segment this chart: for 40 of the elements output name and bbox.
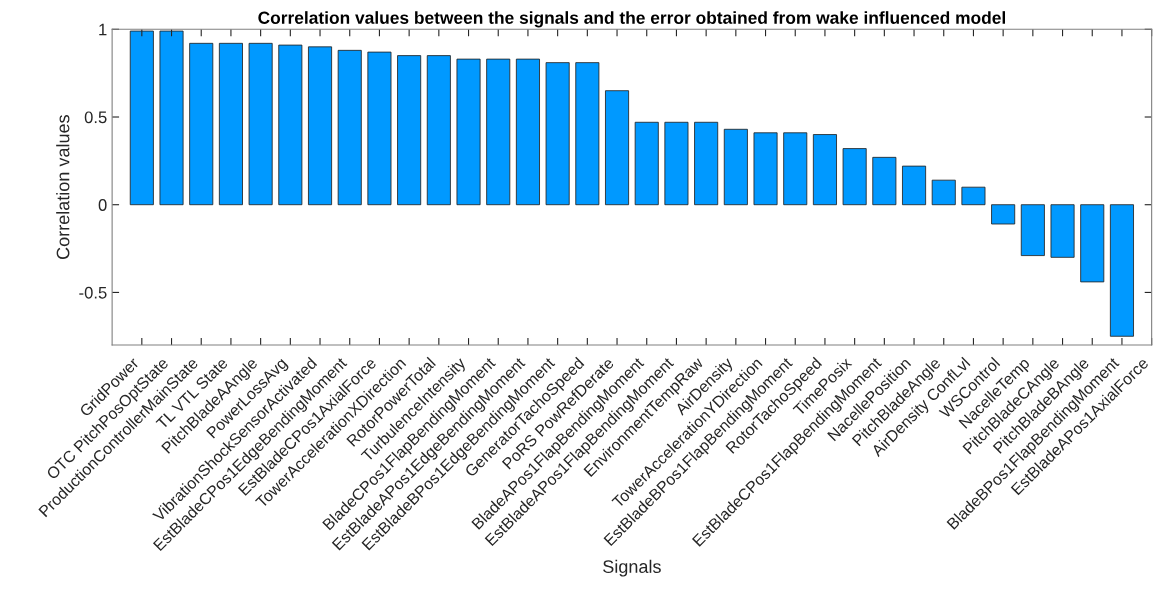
bar	[664, 121, 689, 206]
bar	[812, 134, 837, 206]
bar	[456, 58, 481, 206]
bar	[1050, 204, 1075, 258]
bar	[1080, 204, 1105, 283]
bar	[902, 165, 927, 206]
bar	[783, 132, 808, 206]
bar	[575, 62, 600, 206]
y-axis-title: Correlation values	[56, 115, 70, 260]
bar	[634, 121, 659, 206]
bar	[397, 55, 422, 206]
bar	[278, 44, 303, 206]
x-axis-title: Signals	[603, 559, 661, 577]
bar	[248, 42, 273, 206]
bar	[931, 179, 956, 206]
bar	[694, 121, 719, 206]
bar	[129, 30, 154, 206]
bar	[189, 42, 214, 206]
bar	[159, 30, 184, 206]
bar	[515, 58, 540, 206]
bar	[367, 51, 392, 206]
bar	[426, 55, 451, 206]
bar	[218, 42, 243, 206]
bar	[545, 62, 570, 206]
bar	[872, 156, 897, 206]
bar	[486, 58, 511, 206]
y-tick-label: 0.5	[84, 111, 107, 124]
bar	[842, 148, 867, 206]
bar	[961, 186, 986, 206]
chart-title: Correlation values between the signals and the error obtained from wake influenced model	[258, 11, 1005, 28]
bar	[337, 49, 362, 206]
bar	[1020, 204, 1045, 257]
bar	[753, 132, 778, 206]
bar	[308, 46, 333, 206]
bar	[723, 128, 748, 206]
y-tick-label: 1	[99, 23, 107, 36]
y-tick-label: -0.5	[79, 286, 107, 299]
bar	[991, 204, 1016, 225]
y-tick-label: 0	[98, 199, 107, 211]
bar	[605, 90, 630, 206]
